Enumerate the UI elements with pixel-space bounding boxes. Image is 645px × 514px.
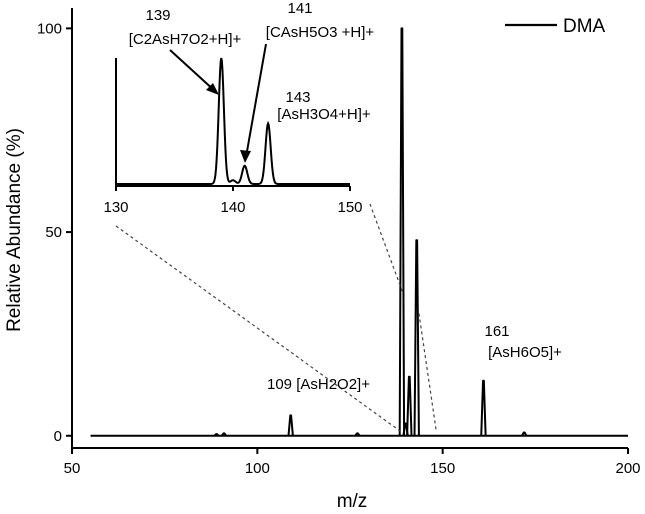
main-axes <box>71 8 628 449</box>
inset-annotation-139-mass: 139 <box>145 7 170 24</box>
zoom-connector-right <box>369 203 404 294</box>
annotation-109: 109 [AsH2O2]+ <box>267 376 370 393</box>
x-tick-label: 100 <box>245 460 270 477</box>
x-tick-label: 150 <box>430 460 455 477</box>
x-tick-label: 200 <box>615 460 640 477</box>
spectrum-peak <box>287 414 294 436</box>
spectrum-peak <box>213 433 220 437</box>
inset-annotation-143-mass: 143 <box>285 89 310 106</box>
inset-arrowhead-139 <box>206 83 219 95</box>
main-spectrum <box>90 27 628 437</box>
spectrum-peak <box>398 27 406 436</box>
spectrum-peak <box>354 432 361 437</box>
x-tick-label: 50 <box>64 460 81 477</box>
inset-spectrum-line <box>116 57 350 185</box>
spectrum-peak <box>521 431 528 437</box>
inset-x-tick-label: 150 <box>337 199 362 216</box>
inset-zoom-plot: 130 140 150 139 [C2AsH7O2+H]+ 141 [CAsH5O3… <box>103 0 374 216</box>
inset-arrow-141 <box>245 43 267 158</box>
svg-text:109 [AsH2O2]+: 109 [AsH2O2]+ <box>267 376 370 393</box>
spectrum-peak <box>406 375 413 436</box>
inset-arrowhead-141 <box>240 150 251 163</box>
spectrum-peak <box>220 432 227 437</box>
legend: DMA <box>505 16 606 37</box>
inset-annotation-139-formula: [C2AsH7O2+H]+ <box>129 31 242 48</box>
annotation-109-mass: 109 <box>267 376 292 393</box>
inset-ticks: 130 140 150 <box>103 186 363 216</box>
annotation-161-formula: [AsH6O5]+ <box>488 344 562 361</box>
zoom-connector-left <box>115 225 402 433</box>
spectrum-peak <box>413 239 420 436</box>
inset-x-tick-label: 130 <box>103 199 128 216</box>
annotation-161-mass: 161 <box>484 323 509 340</box>
spectrum-peak <box>480 379 487 436</box>
zoom-connector-right-lower <box>418 313 437 432</box>
legend-label: DMA <box>563 16 606 37</box>
y-axis-title: Relative Abundance (%) <box>4 128 25 332</box>
inset-annotation-141-mass: 141 <box>287 0 312 17</box>
inset-annotation-141-formula: [CAsH5O3 +H]+ <box>266 24 375 41</box>
inset-arrow-139 <box>169 49 217 93</box>
annotation-109-formula: [AsH2O2]+ <box>296 376 370 393</box>
annotation-161: 161 [AsH6O5]+ <box>484 323 562 361</box>
y-tick-label: 100 <box>37 20 62 37</box>
x-axis-title: m/z <box>337 491 368 512</box>
inset-annotation-143-formula: [AsH3O4+H]+ <box>277 106 371 123</box>
inset-x-tick-label: 140 <box>220 199 245 216</box>
y-tick-label: 0 <box>54 428 62 445</box>
y-tick-label: 50 <box>45 224 62 241</box>
zoom-connector-lines <box>115 203 437 433</box>
